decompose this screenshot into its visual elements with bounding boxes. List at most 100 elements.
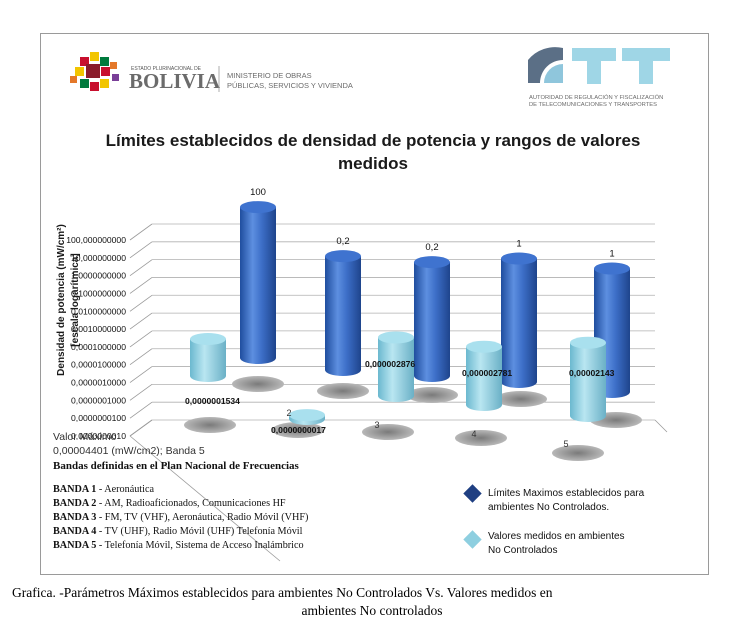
y-tick-label: 10,000000000: [71, 253, 126, 263]
floor-marker: [362, 424, 414, 440]
grid-line: [129, 401, 153, 419]
max-annotation-line1: Valor Máximo: [53, 431, 117, 443]
grid-line: [129, 241, 153, 259]
limit-bar-top: [240, 201, 276, 214]
chart-title-line2: medidos: [338, 154, 408, 173]
y-tick-label: 0,0000000010: [71, 431, 126, 441]
limit-bar-body: [414, 262, 450, 382]
limit-bar-top: [501, 252, 537, 265]
measured-data-label: 0,0000001534: [185, 396, 240, 406]
limit-bar-body: [240, 207, 276, 364]
y-tick-labels: 100,000000000 10,000000000 1,0000000000 0,1…: [66, 235, 126, 441]
limit-data-label: 1: [609, 249, 614, 260]
y-axis-label-line2: [escala logarítmica]: [70, 253, 81, 346]
band-item: BANDA 1 - Aeronáutica: [53, 484, 154, 495]
limit-data-label: 0,2: [425, 242, 438, 253]
grid-line: [129, 259, 153, 276]
floor-marker: [552, 445, 604, 461]
legend-swatch-measured: [463, 530, 482, 549]
measured-bar: [570, 336, 606, 422]
grid-line: [129, 384, 153, 401]
y-tick-label: 0,0100000000: [71, 306, 126, 316]
y-axis-label-line1: Densidad de potencia (mW/cm²): [56, 224, 67, 376]
floor-marker: [406, 387, 458, 403]
caption-line1: Grafica. -Parámetros Máximos establecido…: [12, 585, 553, 600]
legend-measured-line2: No Controlados: [488, 545, 557, 556]
ministry-line1: MINISTERIO DE OBRAS: [227, 71, 312, 80]
measured-bar: [289, 409, 325, 425]
y-tick-label: 100,000000000: [66, 235, 126, 245]
limit-bar-top: [594, 262, 630, 275]
y-tick-label: 0,0000100000: [71, 360, 126, 370]
y-tick-label: 0,0001000000: [71, 342, 126, 352]
x-category-labels: 2 3 4 5: [286, 408, 568, 449]
chart-title-line1: Límites establecidos de densidad de pote…: [106, 131, 641, 150]
limit-bar: [240, 201, 276, 364]
legend-limits-line2: ambientes No Controlados.: [488, 502, 609, 513]
legend-measured-line1: Valores medidos en ambientes: [488, 531, 625, 542]
measured-bar-body: [190, 338, 226, 382]
att-line2: DE TELECOMUNICACIONES Y TRANSPORTES: [529, 102, 657, 108]
grid-line: [129, 312, 153, 330]
limit-data-label: 1: [516, 239, 521, 250]
measured-bar-top: [466, 340, 502, 353]
bolivia-small-text: ESTADO PLURINACIONAL DE: [131, 66, 202, 72]
floor-marker: [495, 391, 547, 407]
bands-list: BANDA 1 - Aeronáutica BANDA 2 - AM, Radi…: [53, 484, 308, 551]
floor-marker: [455, 430, 507, 446]
floor-marker: [272, 422, 324, 438]
measured-bar-body: [570, 342, 606, 422]
y-tick-label: 0,1000000000: [71, 288, 126, 298]
bar-shadows: [184, 376, 642, 461]
floor-edge: [129, 419, 153, 437]
bars: 100 0,2 0,2 1 1 0,0000001534 0,0000000017 0,000…: [185, 187, 630, 435]
measured-data-label: 0,000002876: [365, 359, 415, 369]
floor-edge: [654, 419, 668, 433]
band-item: BANDA 2 - AM, Radioaficionados, Comunica…: [53, 498, 286, 509]
band-item: BANDA 4 - TV (UHF), Radio Móvil (UHF) Te…: [53, 526, 303, 537]
floor-edge: [129, 435, 281, 562]
measured-data-label: 0,0000000017: [271, 425, 326, 435]
limit-data-label: 100: [250, 187, 266, 198]
limit-bar-body: [325, 256, 361, 376]
legend: Límites Maximos establecidos para ambien…: [463, 484, 645, 556]
y-tick-label: 0,0000010000: [71, 378, 126, 388]
legend-limits-line1: Límites Maximos establecidos para: [488, 488, 645, 499]
measured-bar: [190, 332, 226, 382]
legend-swatch-limits: [463, 484, 482, 503]
x-category-label: 4: [471, 429, 476, 439]
floor-marker: [232, 376, 284, 392]
x-category-label: 3: [374, 420, 379, 430]
measured-bar-body: [466, 346, 502, 411]
y-tick-label: 0,0000000100: [71, 413, 126, 423]
caption-line2: ambientes No controlados: [301, 603, 443, 618]
grid-line: [129, 348, 153, 366]
x-category-label: 5: [563, 439, 568, 449]
ministry-line2: PÚBLICAS, SERVICIOS Y VIVIENDA: [227, 81, 353, 90]
grid-line: [129, 330, 153, 348]
grid-line: [129, 294, 153, 312]
measured-bar-top: [190, 332, 226, 345]
limit-bar-top: [325, 250, 361, 263]
att-logo-graphic-icon: [528, 47, 670, 84]
measured-bar-top: [289, 409, 325, 422]
bands-title: Bandas definidas en el Plan Nacional de …: [53, 460, 300, 472]
grid-line: [129, 277, 153, 294]
band-item: BANDA 3 - FM, TV (VHF), Aeronáutica, Rad…: [53, 512, 308, 523]
y-tick-label: 1,0000000000: [71, 271, 126, 281]
att-logo: AUTORIDAD DE REGULACIÓN Y FISCALIZACIÓN …: [528, 47, 670, 108]
measured-data-label: 0,00002143: [569, 368, 615, 378]
limit-data-label: 0,2: [336, 236, 349, 247]
bolivia-big-text: BOLIVIA: [129, 69, 221, 93]
limit-bar: [414, 256, 450, 382]
measured-bar-top: [378, 331, 414, 344]
limit-bar: [501, 252, 537, 388]
measured-data-label: 0,000002781: [462, 368, 512, 378]
floor-marker: [317, 383, 369, 399]
floor-marker: [184, 417, 236, 433]
measured-bar: [378, 331, 414, 402]
measured-bar-body: [378, 337, 414, 402]
grid-line: [129, 223, 153, 241]
limit-bar: [325, 250, 361, 376]
